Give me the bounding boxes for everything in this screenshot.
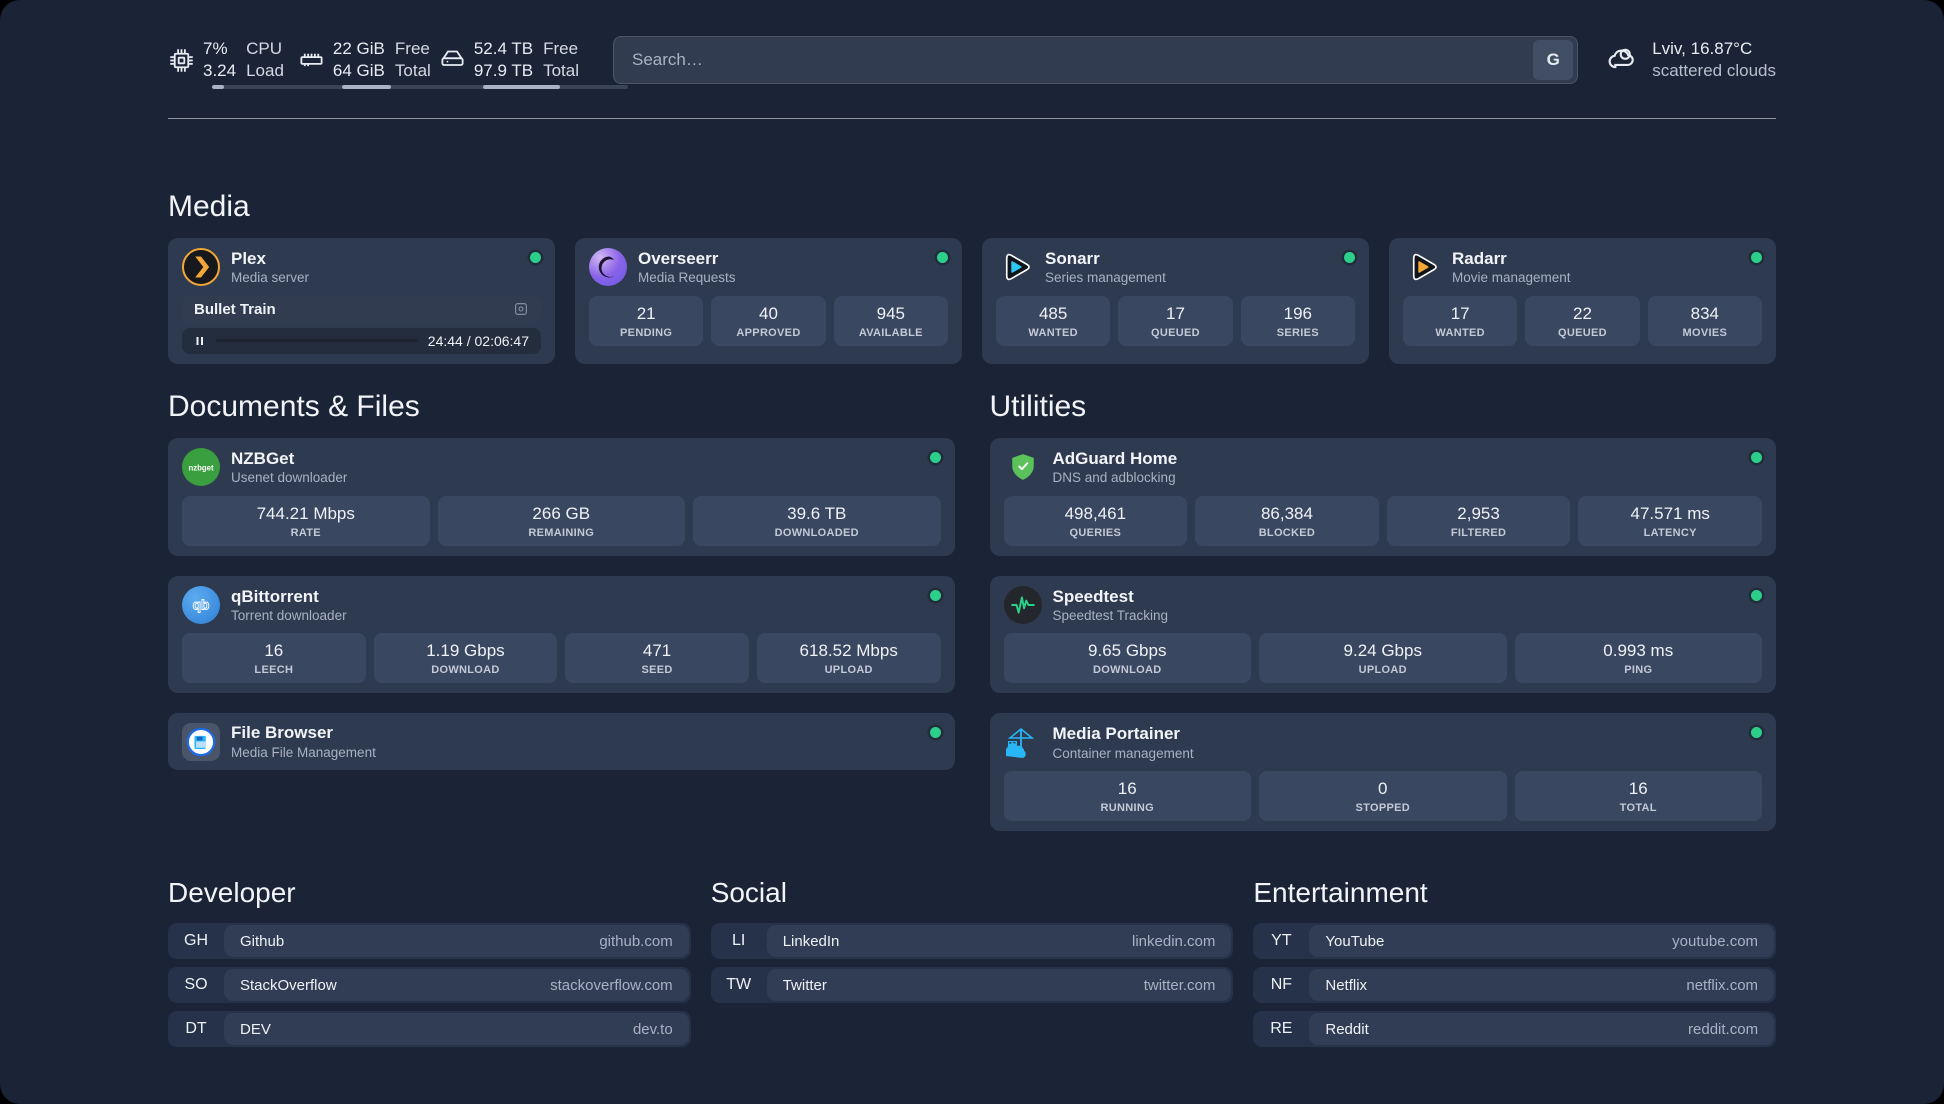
svg-text:nzbget: nzbget (188, 463, 214, 472)
svg-text:qb: qb (193, 598, 210, 613)
